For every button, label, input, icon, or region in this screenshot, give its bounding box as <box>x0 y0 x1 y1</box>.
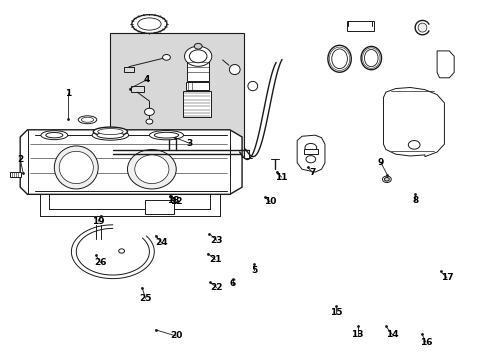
Text: 7: 7 <box>309 168 315 177</box>
Polygon shape <box>436 51 453 78</box>
Text: 22: 22 <box>210 283 223 292</box>
Bar <box>183 91 211 117</box>
Text: 5: 5 <box>251 266 257 275</box>
Circle shape <box>384 177 388 181</box>
Bar <box>185 82 209 90</box>
Ellipse shape <box>327 45 350 72</box>
Circle shape <box>305 156 315 163</box>
Ellipse shape <box>127 149 176 189</box>
Circle shape <box>144 108 154 116</box>
Text: 11: 11 <box>275 173 287 182</box>
Text: 8: 8 <box>411 195 417 204</box>
Circle shape <box>162 54 170 60</box>
Text: 3: 3 <box>186 139 193 148</box>
Ellipse shape <box>364 49 377 67</box>
Text: 6: 6 <box>229 279 235 288</box>
Text: 19: 19 <box>92 217 104 226</box>
Circle shape <box>407 140 419 149</box>
Text: 24: 24 <box>155 238 167 247</box>
Text: 15: 15 <box>329 308 342 317</box>
Circle shape <box>184 46 211 66</box>
Ellipse shape <box>149 131 183 140</box>
Ellipse shape <box>329 47 349 71</box>
Ellipse shape <box>135 155 168 184</box>
Ellipse shape <box>78 116 97 124</box>
Bar <box>131 86 143 92</box>
Text: 10: 10 <box>263 197 276 206</box>
Ellipse shape <box>92 130 128 140</box>
Text: 12: 12 <box>170 197 182 206</box>
Circle shape <box>189 50 206 63</box>
Ellipse shape <box>81 117 93 122</box>
Bar <box>304 149 317 154</box>
Ellipse shape <box>417 23 426 32</box>
Ellipse shape <box>154 132 178 138</box>
Circle shape <box>146 119 153 124</box>
Ellipse shape <box>331 49 346 69</box>
Bar <box>110 33 244 157</box>
Text: 16: 16 <box>419 338 431 347</box>
Ellipse shape <box>229 64 240 75</box>
Ellipse shape <box>46 132 63 138</box>
Text: 26: 26 <box>94 258 107 267</box>
Text: 20: 20 <box>170 332 182 341</box>
Text: 17: 17 <box>440 273 452 282</box>
Bar <box>187 58 208 81</box>
Ellipse shape <box>59 151 93 184</box>
Ellipse shape <box>97 132 123 138</box>
Ellipse shape <box>247 81 257 91</box>
Bar <box>144 201 173 214</box>
Text: 9: 9 <box>377 158 384 167</box>
Ellipse shape <box>138 18 161 30</box>
Text: 21: 21 <box>208 255 221 264</box>
Circle shape <box>305 143 316 152</box>
Ellipse shape <box>360 46 381 70</box>
Text: 14: 14 <box>386 330 398 339</box>
Bar <box>123 67 134 72</box>
Text: 13: 13 <box>351 330 363 339</box>
Polygon shape <box>20 130 242 194</box>
Text: 4: 4 <box>143 75 150 84</box>
Text: 18: 18 <box>167 196 179 205</box>
Ellipse shape <box>362 48 379 68</box>
Circle shape <box>119 249 124 253</box>
Bar <box>346 21 373 31</box>
Polygon shape <box>383 87 444 157</box>
Text: 1: 1 <box>65 89 71 98</box>
Text: 2: 2 <box>17 155 23 164</box>
Ellipse shape <box>98 129 123 135</box>
Ellipse shape <box>93 127 127 136</box>
Circle shape <box>194 43 202 49</box>
Ellipse shape <box>54 146 98 189</box>
Text: 25: 25 <box>139 294 151 303</box>
Bar <box>10 172 21 177</box>
Text: 23: 23 <box>210 236 223 245</box>
Ellipse shape <box>41 131 68 140</box>
Ellipse shape <box>132 15 166 33</box>
Polygon shape <box>297 135 325 172</box>
Circle shape <box>382 176 390 183</box>
